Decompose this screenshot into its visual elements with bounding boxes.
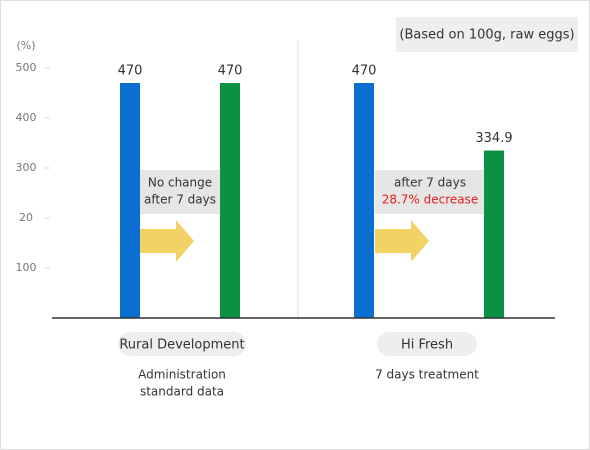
category-sublabel: Administration (138, 368, 226, 382)
annotation: 28.7% decrease (382, 193, 479, 207)
y-tick-label: 300 (16, 161, 37, 174)
category-sublabel: standard data (140, 385, 224, 399)
bar (220, 83, 240, 318)
bar (484, 150, 504, 318)
arrow (140, 220, 194, 262)
y-axis-label: (%) (16, 39, 35, 52)
bar (120, 83, 140, 318)
value-label: 470 (118, 64, 143, 79)
note-box (396, 17, 578, 52)
value-label: 470 (218, 64, 243, 79)
category-sublabel: 7 days treatment (375, 368, 479, 382)
bar (354, 83, 374, 318)
annotation-box (140, 170, 220, 214)
y-tick-label: 400 (16, 111, 37, 124)
y-tick-label: 20 (19, 211, 33, 224)
arrow (375, 220, 429, 262)
category-pill (118, 332, 246, 356)
annotation: No change (148, 176, 212, 190)
annotation: after 7 days (394, 176, 466, 190)
x-tick-label: Rural Development (119, 338, 244, 353)
annotation: after 7 days (144, 193, 216, 207)
value-label: 334.9 (475, 131, 512, 146)
note: (Based on 100g, raw eggs) (399, 28, 574, 43)
y-tick-label: 100 (16, 261, 37, 274)
category-pill (377, 332, 477, 356)
x-tick-label: Hi Fresh (401, 338, 453, 353)
annotation-box (375, 170, 485, 214)
y-tick-label: 500 (16, 61, 37, 74)
value-label: 470 (352, 64, 377, 79)
